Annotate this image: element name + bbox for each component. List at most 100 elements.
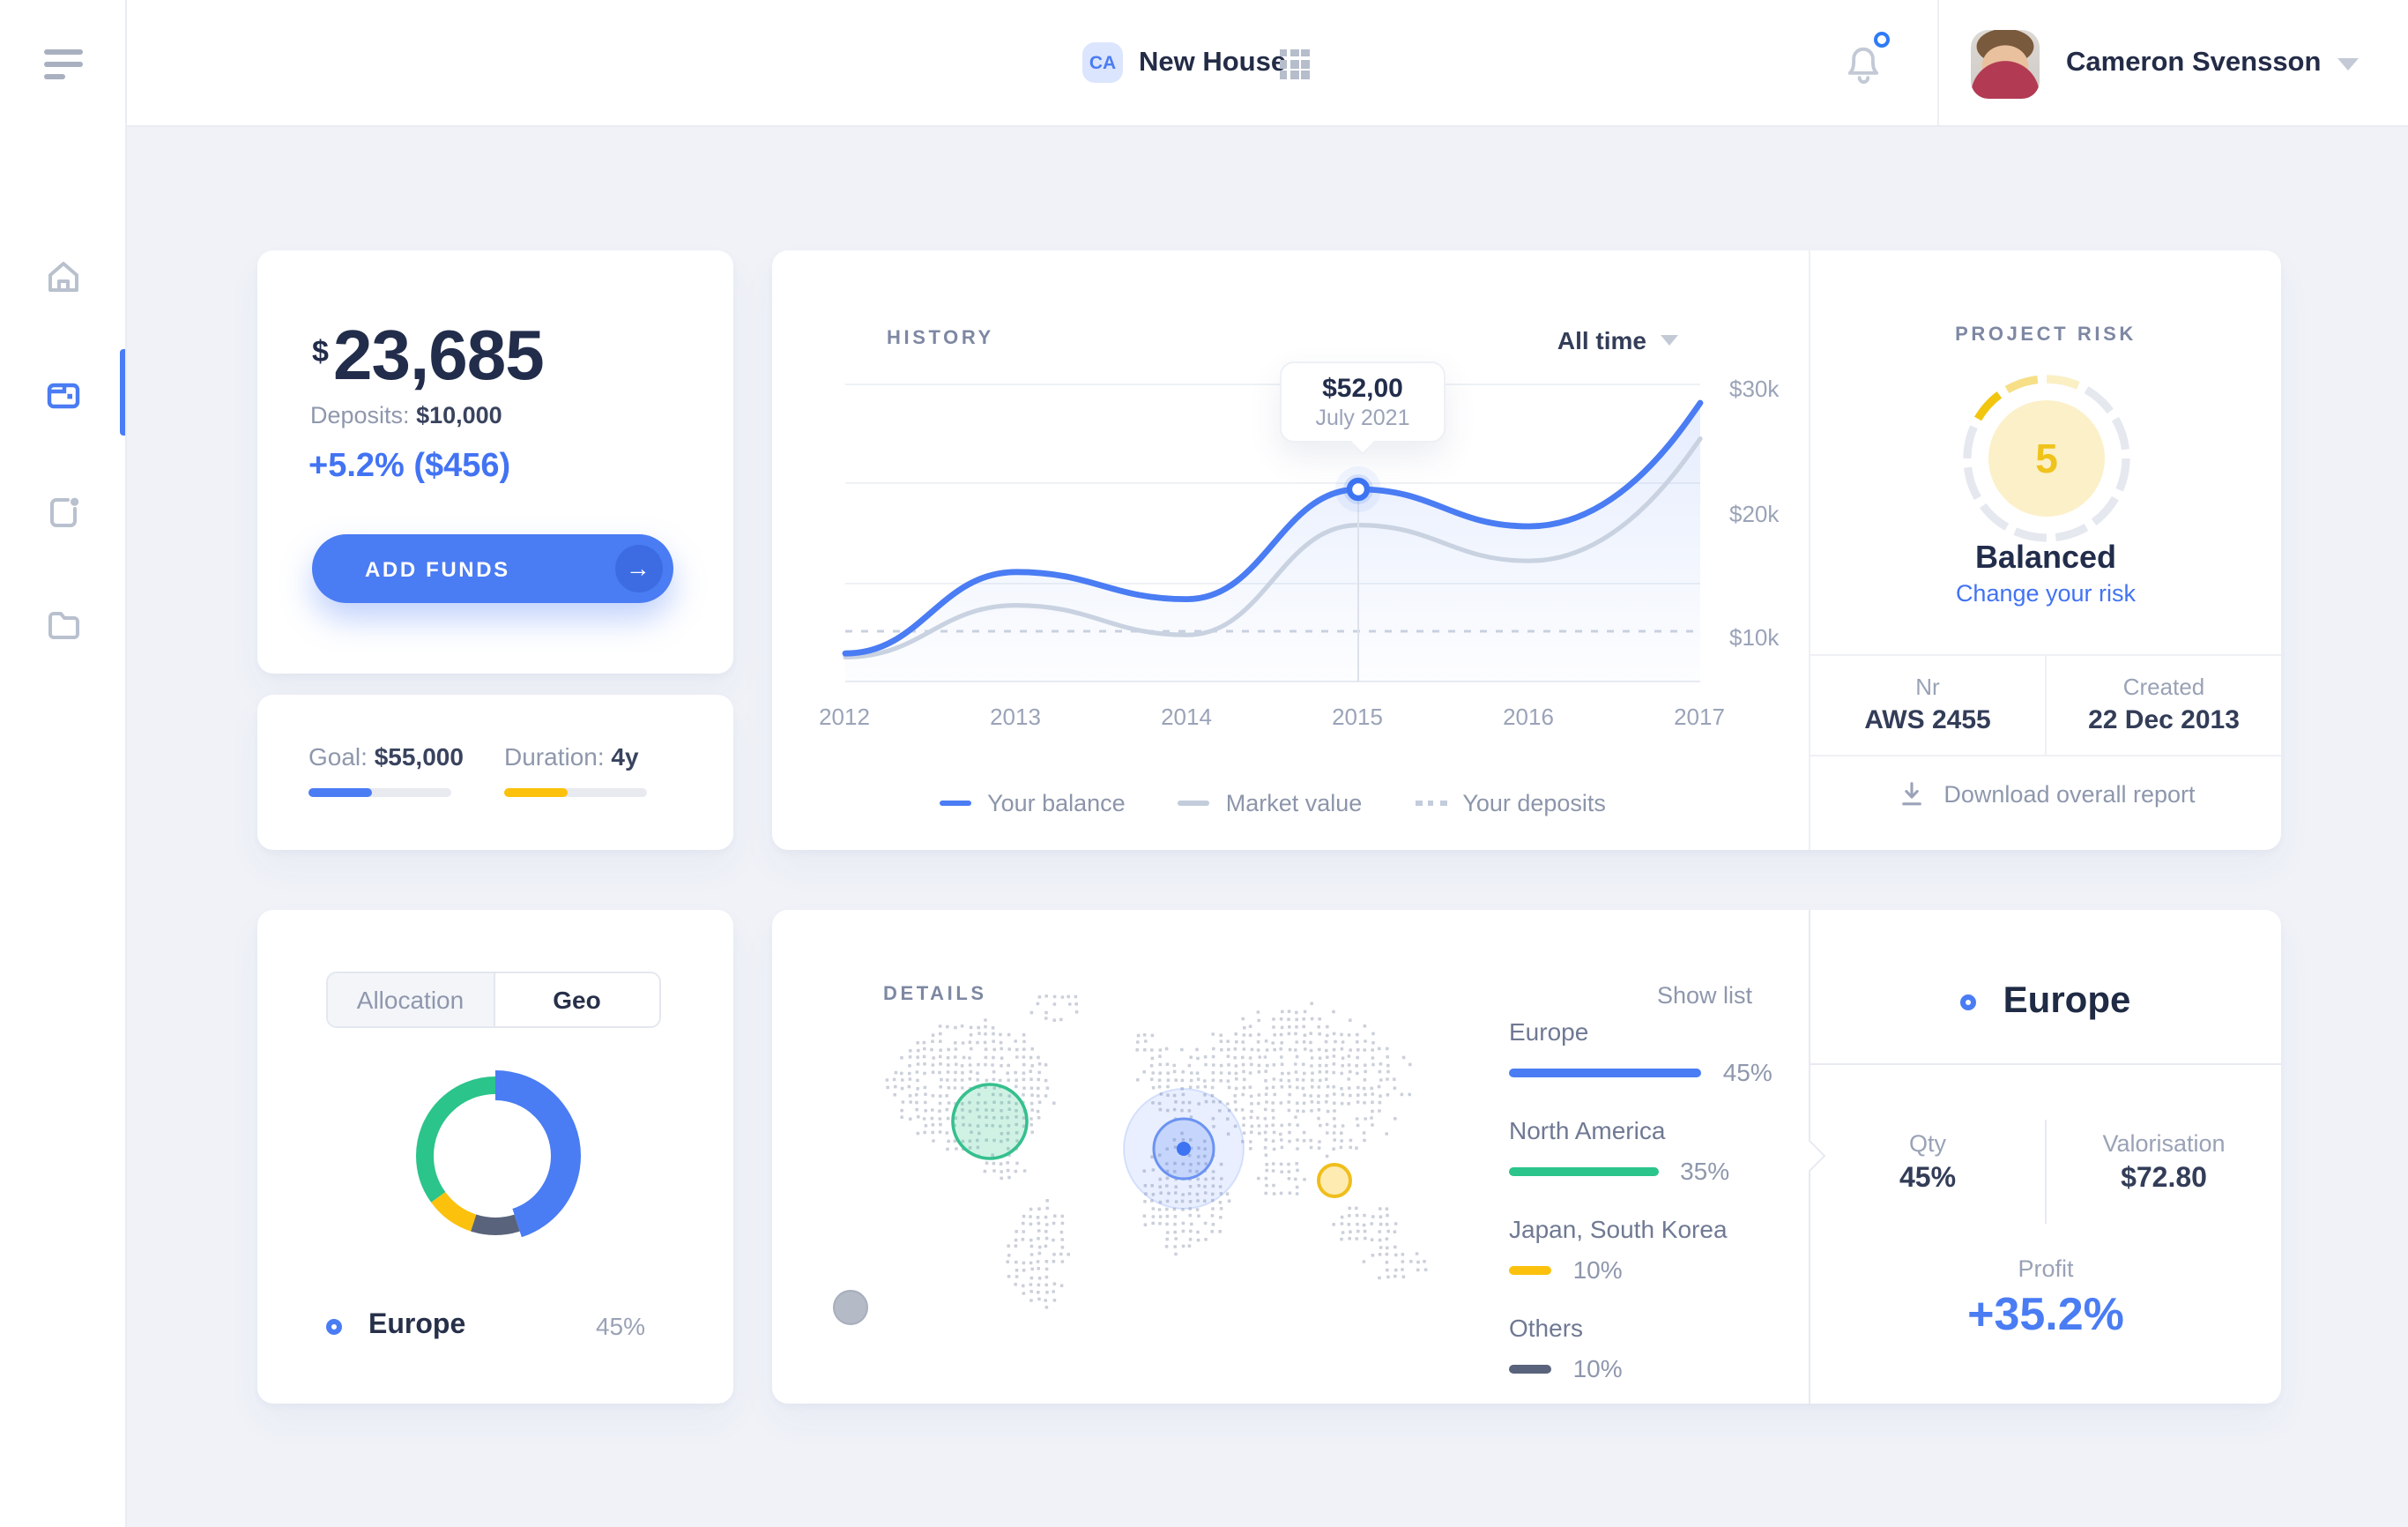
user-name[interactable]: Cameron Svensson (2066, 48, 2322, 78)
duration-value: 4y (611, 742, 639, 771)
goal-card: Goal: $55,000 Duration: 4y (257, 695, 733, 850)
region-name: North America (1509, 1116, 1666, 1144)
top-header: CA New House Cameron Svensson (127, 0, 2408, 127)
notifications-button[interactable] (1840, 41, 1886, 86)
header-divider (1937, 0, 1939, 125)
region-pct: 10% (1572, 1354, 1623, 1382)
goal-label: Goal: (308, 742, 368, 771)
chevron-down-icon (1661, 335, 1678, 346)
apps-grid-icon[interactable] (1280, 49, 1310, 79)
sidebar-item-files[interactable] (44, 605, 83, 644)
notification-dot (1874, 32, 1890, 48)
allocation-tabs: Allocation Geo (326, 972, 661, 1028)
region-bar (1509, 1364, 1552, 1373)
geo-donut-chart[interactable] (257, 998, 733, 1315)
legend-swatch-dotted (1415, 801, 1447, 806)
y-tick: $30k (1729, 376, 1780, 402)
risk-info-row: Nr AWS 2455 Created 22 Dec 2013 (1810, 654, 2281, 756)
avatar[interactable] (1971, 30, 2040, 99)
download-label: Download overall report (1943, 781, 2196, 808)
qty-cell: Qty 45% (1810, 1120, 2047, 1224)
bell-icon (1847, 47, 1879, 84)
sidebar-item-notes[interactable] (44, 492, 83, 531)
time-range-dropdown[interactable]: All time (1557, 326, 1678, 354)
menu-icon[interactable] (44, 49, 86, 81)
selected-region-value: 45% (595, 1312, 645, 1340)
profit-value: +35.2% (1967, 1287, 2124, 1340)
selected-region-row[interactable]: Europe 45% (326, 1310, 645, 1342)
risk-gauge (1963, 375, 2130, 542)
add-funds-button[interactable]: ADD FUNDS → (312, 534, 673, 603)
duration-progress (504, 788, 647, 796)
legend-label: Your balance (987, 790, 1126, 816)
tooltip-date: July 2021 (1315, 406, 1410, 430)
region-row-europe[interactable]: Europe 45% (1509, 1017, 1787, 1086)
project-risk-panel: PROJECT RISK 5 Balanced Change your risk… (1809, 250, 2281, 850)
duration-progress-fill (504, 788, 569, 796)
tooltip-value: $52,00 (1322, 374, 1403, 404)
allocation-card: Allocation Geo Europe 45% (257, 910, 733, 1404)
download-report-button[interactable]: Download overall report (1810, 779, 2281, 809)
region-bar (1509, 1166, 1660, 1175)
change-risk-link[interactable]: Change your risk (1955, 580, 2137, 607)
x-tick: 2017 (1674, 704, 1725, 730)
sidebar-item-home[interactable] (44, 257, 83, 296)
map-zoom-handle (833, 1290, 868, 1325)
region-bar (1509, 1068, 1702, 1076)
details-europe-card: DETAILS Show list Europe 45% North Ameri… (772, 910, 2281, 1404)
show-list-link[interactable]: Show list (1656, 982, 1752, 1009)
region-row-japan-south-korea[interactable]: Japan, South Korea 10% (1509, 1215, 1787, 1284)
region-row-others[interactable]: Others 10% (1509, 1314, 1787, 1382)
goal-progress (308, 788, 451, 796)
history-line-chart[interactable] (772, 250, 1809, 850)
valorisation-cell: Valorisation $72.80 (2047, 1120, 2281, 1224)
region-list: Europe 45% North America 35% Japan, Sout… (1509, 1017, 1787, 1412)
risk-score: 5 (1988, 400, 2105, 517)
wallet-icon (47, 383, 80, 409)
qty-value: 45% (1899, 1164, 1957, 1194)
y-tick: $10k (1729, 624, 1780, 651)
qty-label: Qty (1908, 1130, 1946, 1157)
world-map[interactable] (772, 910, 1809, 1404)
region-pct: 10% (1572, 1255, 1623, 1284)
legend-label: Your deposits (1462, 790, 1606, 816)
folder-icon (48, 612, 79, 639)
region-name: Japan, South Korea (1509, 1215, 1728, 1243)
region-row-north-america[interactable]: North America 35% (1509, 1116, 1787, 1185)
download-icon (1901, 782, 1921, 806)
balance-change: +5.2% ($456) (308, 448, 511, 485)
home-icon (48, 262, 78, 292)
tab-allocation[interactable]: Allocation (328, 973, 494, 1026)
risk-created-cell: Created 22 Dec 2013 (2047, 656, 2281, 755)
add-funds-label: ADD FUNDS (365, 557, 510, 582)
chart-tooltip: $52,00 July 2021 (1280, 361, 1446, 456)
workspace-name[interactable]: New House (1139, 48, 1287, 78)
region-bar (1509, 1265, 1552, 1274)
created-label: Created (2122, 674, 2205, 700)
valorisation-label: Valorisation (2102, 1130, 2226, 1157)
sidebar-item-portfolio[interactable] (44, 374, 83, 413)
europe-stats-row: Qty 45% Valorisation $72.80 (1810, 1120, 2281, 1224)
nr-value: AWS 2455 (1864, 705, 1991, 735)
profile-chevron-down-icon[interactable] (2337, 58, 2359, 71)
risk-nr-cell: Nr AWS 2455 (1810, 656, 2047, 755)
deposits-value: $10,000 (416, 402, 502, 428)
y-tick: $20k (1729, 501, 1780, 527)
goal-line: Goal: $55,000 (308, 742, 464, 771)
created-value: 22 Dec 2013 (2088, 705, 2240, 735)
profit-label: Profit (2018, 1255, 2074, 1282)
x-tick: 2012 (819, 704, 870, 730)
chart-legend: Your balance Market value Your deposits (843, 790, 1703, 816)
legend-swatch-blue (940, 800, 972, 807)
region-name: Others (1509, 1314, 1584, 1342)
x-tick: 2015 (1332, 704, 1383, 730)
europe-title: Europe (2003, 980, 2131, 1021)
risk-title: PROJECT RISK (1955, 324, 2137, 346)
legend-label: Market value (1225, 790, 1363, 816)
history-panel: HISTORY All time $30k $20k $10k 2012 201… (772, 250, 1809, 850)
tab-geo[interactable]: Geo (494, 973, 659, 1026)
details-panel: DETAILS Show list Europe 45% North Ameri… (772, 910, 1809, 1404)
history-title: HISTORY (887, 328, 994, 349)
